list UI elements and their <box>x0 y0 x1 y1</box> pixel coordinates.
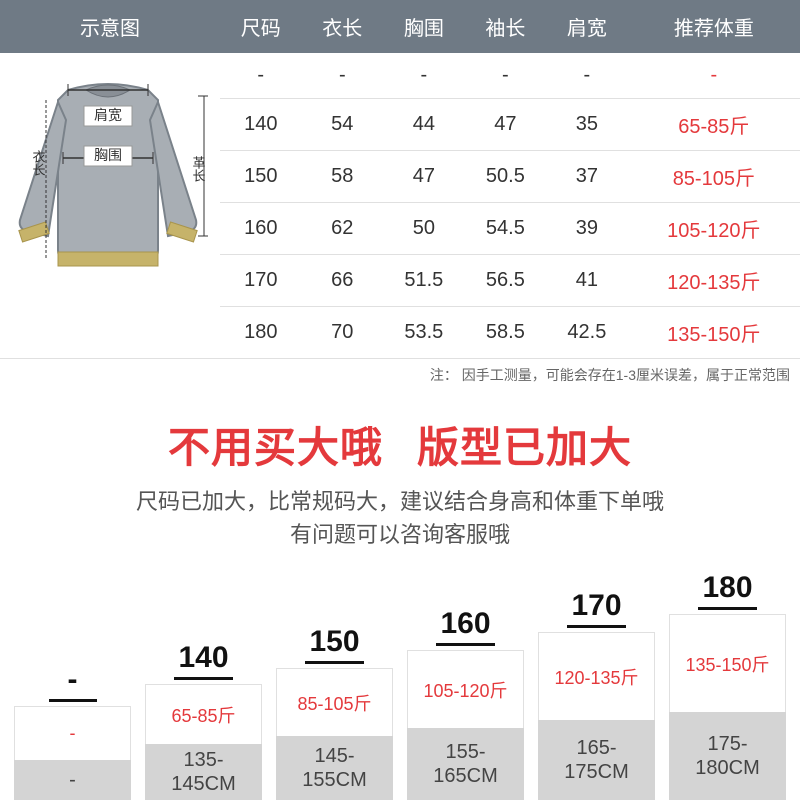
table-cell: 51.5 <box>383 255 465 307</box>
th-shoulder: 肩宽 <box>546 0 628 53</box>
bar-weight-segment: 85-105斤 <box>276 668 393 736</box>
notice-subtext: 尺码已加大，比常规码大，建议结合身高和体重下单哦 有问题可以咨询客服哦 <box>0 485 800 551</box>
notice-heading: 不用买大哦版型已加大 <box>0 414 800 475</box>
size-table-section: 示意图 尺码 衣长 胸围 袖长 肩宽 推荐体重 ------1405444473… <box>0 0 800 400</box>
table-cell: - <box>302 53 384 99</box>
table-cell: 135-150斤 <box>628 307 800 359</box>
table-cell: 39 <box>546 203 628 255</box>
bar-height-segment: 165-175CM <box>538 720 655 800</box>
bar-weight-segment: 120-135斤 <box>538 632 655 720</box>
label-shoulder: 肩宽 <box>94 107 122 123</box>
table-footnote: 注： 因手工测量，可能会存在1-3厘米误差，属于正常范围 <box>0 359 800 385</box>
table-cell: 85-105斤 <box>628 151 800 203</box>
table-cell: 70 <box>302 307 384 359</box>
th-sleeve: 袖长 <box>465 0 547 53</box>
bar-column: 140 65-85斤135-145CM <box>145 641 262 800</box>
bar-size-label: 140 <box>174 641 232 680</box>
table-cell: - <box>220 53 302 99</box>
bar-block: 105-120斤155-165CM <box>407 650 524 800</box>
bar-height-segment: - <box>14 760 131 800</box>
label-length-right: 革长 <box>191 156 206 182</box>
label-length-left: 衣长 <box>31 149 46 176</box>
table-cell: 50 <box>383 203 465 255</box>
th-size: 尺码 <box>220 0 302 53</box>
heading-part-1: 不用买大哦 <box>168 424 383 471</box>
bar-block: 65-85斤135-145CM <box>145 684 262 800</box>
bar-column: --- <box>14 663 131 800</box>
table-cell: 66 <box>302 255 384 307</box>
table-cell: 62 <box>302 203 384 255</box>
size-bar-chart: ---14065-85斤135-145CM15085-105斤145-155CM… <box>0 580 800 800</box>
th-length: 衣长 <box>302 0 384 53</box>
th-diagram: 示意图 <box>0 0 220 53</box>
bar-size-label: 180 <box>698 571 756 610</box>
table-cell: 65-85斤 <box>628 99 800 151</box>
table-cell: 53.5 <box>383 307 465 359</box>
sub-note-line-2: 有问题可以咨询客服哦 <box>0 518 800 551</box>
bar-height-segment: 155-165CM <box>407 728 524 800</box>
table-cell: - <box>546 53 628 99</box>
bar-column: 170 120-135斤165-175CM <box>538 589 655 800</box>
table-cell: 58.5 <box>465 307 547 359</box>
table-cell: 105-120斤 <box>628 203 800 255</box>
bar-height-segment: 145-155CM <box>276 736 393 800</box>
table-cell: 170 <box>220 255 302 307</box>
th-chest: 胸围 <box>383 0 465 53</box>
table-cell: 47 <box>383 151 465 203</box>
bar-column: 160 105-120斤155-165CM <box>407 607 524 800</box>
table-cell: 150 <box>220 151 302 203</box>
table-cell: 180 <box>220 307 302 359</box>
heading-part-2: 版型已加大 <box>417 424 632 471</box>
table-cell: 41 <box>546 255 628 307</box>
table-cell: 140 <box>220 99 302 151</box>
table-cell: - <box>465 53 547 99</box>
bar-block: -- <box>14 706 131 800</box>
th-weight: 推荐体重 <box>628 0 800 53</box>
table-cell: 37 <box>546 151 628 203</box>
bar-block: 85-105斤145-155CM <box>276 668 393 800</box>
table-cell: 54.5 <box>465 203 547 255</box>
table-cell: 120-135斤 <box>628 255 800 307</box>
table-cell: 35 <box>546 99 628 151</box>
bar-height-segment: 175-180CM <box>669 712 786 800</box>
bar-weight-segment: 65-85斤 <box>145 684 262 744</box>
table-cell: 160 <box>220 203 302 255</box>
bar-height-segment: 135-145CM <box>145 744 262 800</box>
bar-block: 135-150斤175-180CM <box>669 614 786 800</box>
table-cell: 58 <box>302 151 384 203</box>
table-cell: - <box>383 53 465 99</box>
label-chest: 胸围 <box>94 147 122 163</box>
bar-size-label: 150 <box>305 625 363 664</box>
garment-diagram: 肩宽 胸围 衣长 革长 <box>8 60 208 300</box>
bar-weight-segment: 105-120斤 <box>407 650 524 728</box>
table-cell: 56.5 <box>465 255 547 307</box>
table-cell: 44 <box>383 99 465 151</box>
bar-column: 150 85-105斤145-155CM <box>276 625 393 800</box>
bar-block: 120-135斤165-175CM <box>538 632 655 800</box>
bar-size-label: - <box>49 663 97 702</box>
bar-column: 180 135-150斤175-180CM <box>669 571 786 800</box>
bar-weight-segment: 135-150斤 <box>669 614 786 712</box>
table-cell: 42.5 <box>546 307 628 359</box>
bar-size-label: 170 <box>567 589 625 628</box>
table-cell: - <box>628 53 800 99</box>
bar-weight-segment: - <box>14 706 131 760</box>
sub-note-line-1: 尺码已加大，比常规码大，建议结合身高和体重下单哦 <box>0 485 800 518</box>
bar-size-label: 160 <box>436 607 494 646</box>
table-cell: 47 <box>465 99 547 151</box>
table-cell: 50.5 <box>465 151 547 203</box>
notice-section: 不用买大哦版型已加大 尺码已加大，比常规码大，建议结合身高和体重下单哦 有问题可… <box>0 400 800 551</box>
table-cell: 54 <box>302 99 384 151</box>
